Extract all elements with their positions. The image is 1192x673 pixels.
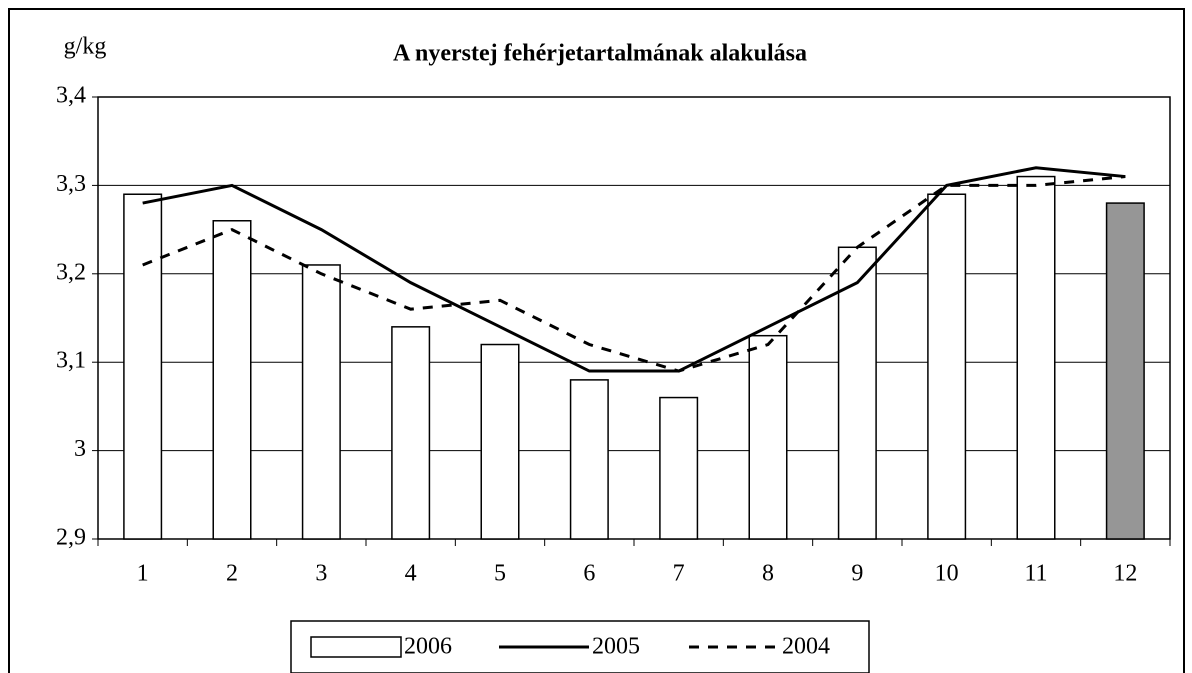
x-tick-label: 11 <box>1024 561 1047 587</box>
bar <box>301 264 341 540</box>
legend-swatch <box>310 636 402 658</box>
bar <box>927 193 967 540</box>
x-tick-label: 3 <box>315 561 327 587</box>
y-tick-label: 3,1 <box>56 348 86 374</box>
bar <box>391 326 431 540</box>
legend-label: 2004 <box>782 634 830 660</box>
bar <box>123 193 163 540</box>
y-tick-label: 3,2 <box>56 259 86 285</box>
x-tick-label: 2 <box>226 561 238 587</box>
legend-label: 2006 <box>404 634 452 660</box>
x-tick-label: 8 <box>762 561 774 587</box>
y-tick-label: 3,3 <box>56 171 86 197</box>
bar <box>212 220 252 540</box>
x-tick-label: 10 <box>935 561 959 587</box>
x-tick-label: 1 <box>137 561 149 587</box>
y-tick-label: 3 <box>74 436 86 462</box>
bar <box>569 379 609 540</box>
bar <box>837 246 877 540</box>
bar <box>480 343 520 540</box>
chart-border <box>8 8 1185 673</box>
x-tick-label: 6 <box>583 561 595 587</box>
y-axis-label: g/kg <box>64 34 107 60</box>
x-tick-label: 9 <box>851 561 863 587</box>
bar <box>748 334 788 540</box>
x-tick-label: 4 <box>405 561 417 587</box>
x-tick-label: 12 <box>1113 561 1137 587</box>
x-tick-label: 5 <box>494 561 506 587</box>
bar <box>1105 202 1145 540</box>
bar <box>659 396 699 540</box>
x-tick-label: 7 <box>673 561 685 587</box>
chart-title: A nyerstej fehérjetartalmának alakulása <box>393 41 807 67</box>
y-tick-label: 2,9 <box>56 525 86 551</box>
legend-label: 2005 <box>592 634 640 660</box>
bar <box>1016 175 1056 540</box>
plot-border <box>97 96 1171 540</box>
y-tick-label: 3,4 <box>56 83 86 109</box>
line <box>142 175 1126 373</box>
line <box>142 166 1126 373</box>
